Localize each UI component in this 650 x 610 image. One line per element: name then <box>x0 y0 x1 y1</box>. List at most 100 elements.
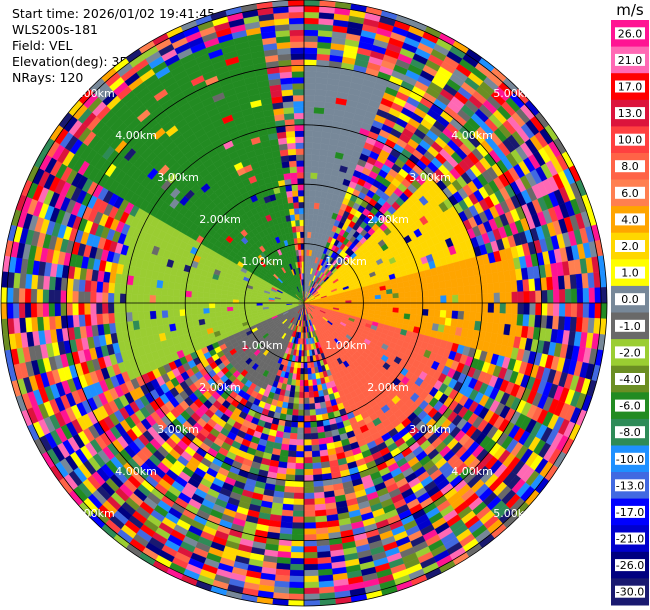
colorbar-tick-label: -21.0 <box>616 533 644 546</box>
colorbar-tick-bg <box>615 107 645 120</box>
radar-ray <box>303 302 413 592</box>
range-ring-label: 4.00km <box>451 129 493 142</box>
colorbar-tick-label: -8.0 <box>619 426 640 439</box>
radar-ray <box>49 302 305 482</box>
radar-ray <box>303 302 540 506</box>
radar-ray <box>210 302 305 596</box>
radar-ray <box>303 32 456 304</box>
radar-ray <box>0 286 305 304</box>
radar-ray <box>125 302 305 558</box>
field-label: Field: VEL <box>12 38 73 53</box>
radar-ray <box>1 302 305 335</box>
colorbar-tick-label: -10.0 <box>616 453 644 466</box>
range-ring-label: 1.00km <box>241 339 283 352</box>
colorbar-tick-label: 2.0 <box>621 240 639 253</box>
colorbar-tick-bg <box>615 346 645 359</box>
radar-ray <box>101 302 305 539</box>
radar-ray <box>303 40 470 304</box>
radar-ray <box>78 302 305 518</box>
radar-ray <box>303 302 336 606</box>
range-ring-label: 4.00km <box>115 465 157 478</box>
range-ring-label: 4.00km <box>451 465 493 478</box>
colorbar-tick-label: -26.0 <box>616 559 644 572</box>
colorbar-tick-bg <box>615 240 645 252</box>
radar-ray <box>58 302 305 494</box>
colorbar-tick-label: 21.0 <box>618 54 643 67</box>
colorbar-unit: m/s <box>616 1 644 19</box>
radar-ray <box>303 1 352 304</box>
radar-ray <box>303 302 607 335</box>
radar-ray <box>303 302 567 469</box>
colorbar-tick-bg <box>615 266 645 279</box>
radar-rays <box>0 0 608 607</box>
radar-ray <box>303 302 456 574</box>
colorbar-tick-bg <box>615 186 645 199</box>
range-ring-label: 1.00km <box>325 255 367 268</box>
radar-ray <box>20 302 305 427</box>
start-time-label: Start time: 2026/01/02 19:41:45 <box>12 6 216 21</box>
colorbar-tick-bg <box>615 559 645 572</box>
radar-ray <box>303 302 507 539</box>
radar-ray <box>68 302 305 506</box>
radar-ray <box>303 57 495 304</box>
radar-ray <box>303 302 597 397</box>
colorbar-tick-label: 6.0 <box>621 187 639 200</box>
radar-ray <box>303 302 530 518</box>
colorbar-tick-bg <box>615 80 645 93</box>
radar-ray <box>11 302 305 397</box>
range-ring-label: 2.00km <box>367 381 409 394</box>
radar-ray <box>26 302 305 441</box>
radar-ray <box>125 48 305 304</box>
radar-ray <box>303 302 606 351</box>
colorbar-tick-bg <box>615 160 645 173</box>
range-ring-label: 5.00km <box>73 87 115 100</box>
radar-ray <box>303 112 550 304</box>
crosshair-axes <box>1 0 607 606</box>
range-ring-label: 3.00km <box>157 171 199 184</box>
radar-ray <box>49 124 305 304</box>
colorbar-tick-label: 8.0 <box>621 160 639 173</box>
radar-ray <box>303 100 540 304</box>
colorbar-tick-label: 13.0 <box>618 107 643 120</box>
radar-ray <box>15 194 305 304</box>
colorbar-tick-label: -30.0 <box>616 586 644 599</box>
radar-ray <box>303 14 413 304</box>
radar-ray <box>303 302 582 441</box>
colorbar-tick-label: -6.0 <box>619 400 640 413</box>
radar-ray <box>2 255 305 304</box>
radar-ray <box>303 194 593 304</box>
elevation-label: Elevation(deg): 35.00 <box>12 54 148 69</box>
range-ring-label: 2.00km <box>199 381 241 394</box>
radar-ray <box>303 209 597 304</box>
radar-ray <box>303 19 428 304</box>
nrays-label: NRays: 120 <box>12 70 84 85</box>
radar-ray <box>138 40 305 304</box>
radar-ray <box>303 302 483 558</box>
radar-ray <box>7 302 305 382</box>
radar-ray <box>33 302 305 455</box>
colorbar-tick-bg <box>615 399 645 412</box>
radar-ray <box>15 302 305 412</box>
radar-ray <box>303 302 604 367</box>
radar-ray <box>101 67 305 304</box>
range-ring-label: 5.00km <box>493 507 535 520</box>
range-ring-label: 3.00km <box>409 171 451 184</box>
radar-ray <box>4 239 305 304</box>
colorbar-tick-bg <box>615 53 645 66</box>
radar-ray <box>287 302 305 607</box>
radar-ray <box>303 302 352 605</box>
radar-ray <box>303 224 601 304</box>
colorbar: m/s 26.0 21.0 17.0 13.0 10.0 8.0 6.0 4.0 2.0 1.0 0.… <box>611 1 649 606</box>
range-ring-label: 5.00km <box>73 507 115 520</box>
range-ring-label: 1.00km <box>241 255 283 268</box>
radar-ray <box>303 302 321 607</box>
radar-ray <box>303 124 559 304</box>
colorbar-tick-bg <box>615 532 645 545</box>
radar-ray <box>152 302 305 574</box>
radar-ray <box>303 286 608 304</box>
radar-ray <box>303 0 321 304</box>
colorbar-tick-bg <box>615 373 645 385</box>
radar-ray <box>138 302 305 566</box>
colorbar-tick-label: -17.0 <box>616 506 644 519</box>
